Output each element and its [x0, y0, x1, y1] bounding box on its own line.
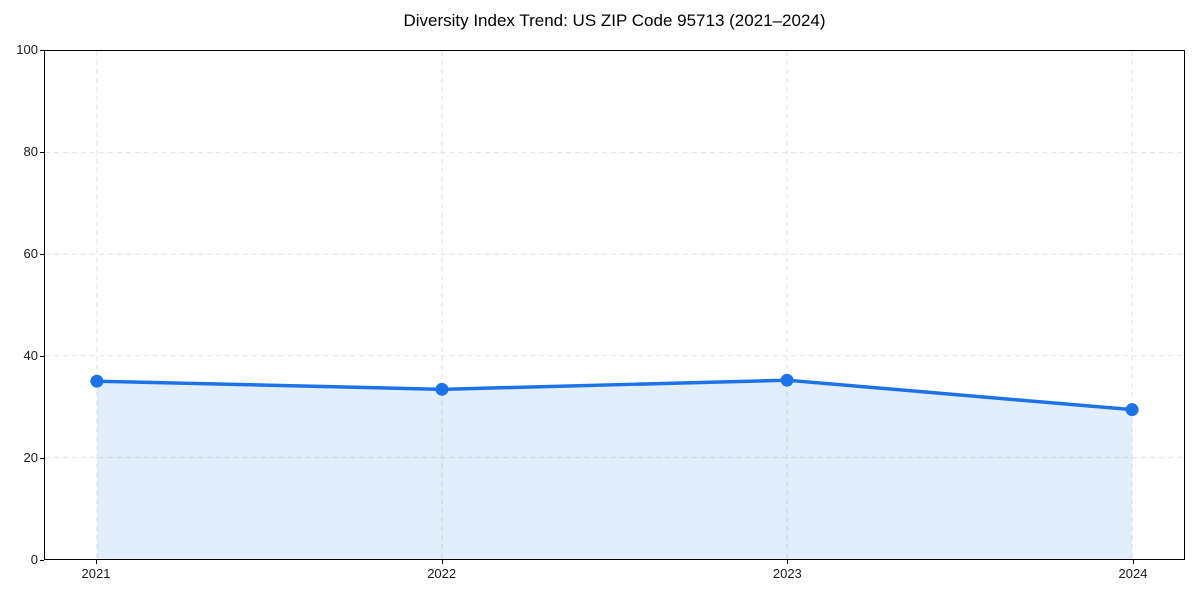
data-point-2024 [1125, 403, 1139, 417]
y-tick-label: 40 [23, 348, 38, 363]
chart-canvas [45, 51, 1184, 559]
x-tick-label: 2021 [81, 566, 111, 581]
trend-line [95, 378, 1134, 412]
x-tick-label: 2024 [1118, 566, 1148, 581]
y-tick-label: 80 [23, 144, 38, 159]
data-point-2023 [780, 373, 794, 387]
plot-area [44, 50, 1185, 560]
chart-title: Diversity Index Trend: US ZIP Code 95713… [403, 11, 826, 30]
y-tick-mark [40, 50, 44, 51]
data-point-2021 [90, 374, 104, 388]
y-tick-label: 20 [23, 450, 38, 465]
data-point-2022 [435, 382, 449, 396]
x-tick-label: 2022 [427, 566, 457, 581]
y-tick-label: 60 [23, 246, 38, 261]
y-tick-mark [40, 254, 44, 255]
y-tick-label: 100 [16, 42, 38, 57]
x-tick-mark [1133, 560, 1134, 564]
x-tick-mark [787, 560, 788, 564]
x-tick-mark [442, 560, 443, 564]
y-tick-mark [40, 152, 44, 153]
y-tick-mark [40, 560, 44, 561]
y-tick-label: 0 [30, 552, 38, 567]
x-tick-label: 2023 [772, 566, 802, 581]
y-tick-mark [40, 458, 44, 459]
x-tick-mark [96, 560, 97, 564]
area-fill [96, 380, 1133, 559]
y-tick-mark [40, 356, 44, 357]
